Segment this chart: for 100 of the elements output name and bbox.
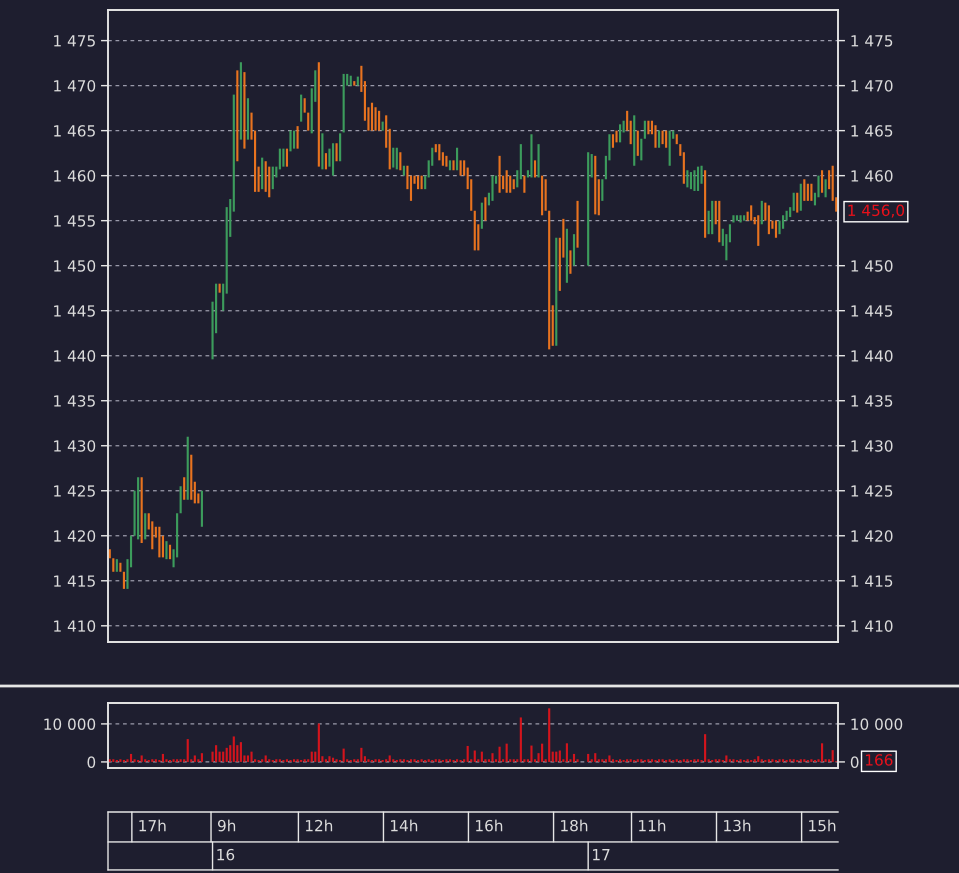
- text: 17: [593, 849, 610, 860]
- bar: [760, 759, 763, 762]
- bar: [226, 748, 228, 762]
- candlestick: [820, 170, 824, 193]
- x-tick-label: 17h: [139, 820, 166, 832]
- candlestick: [686, 170, 688, 188]
- candlestick: [541, 176, 544, 216]
- candlestick: [236, 70, 238, 162]
- bar: [392, 759, 394, 762]
- y2-tick-label: 1 415: [851, 575, 892, 587]
- y-tick-label: 1 455: [54, 215, 95, 227]
- x-tick-label: 15h: [809, 820, 836, 832]
- candlestick: [576, 200, 579, 248]
- candlestick: [534, 160, 536, 178]
- candlestick: [480, 202, 483, 229]
- bar: [360, 748, 362, 762]
- bar: [332, 758, 334, 762]
- candlestick: [286, 148, 288, 167]
- bar: [162, 754, 164, 762]
- candlestick: [200, 490, 203, 527]
- candlestick: [796, 192, 798, 213]
- candlestick: [180, 486, 182, 514]
- bar: [342, 748, 345, 762]
- candlestick: [824, 179, 827, 198]
- candlestick: [342, 74, 345, 132]
- candlestick: [448, 160, 452, 170]
- x-tick-label: 11h: [639, 820, 666, 832]
- candlestick: [810, 184, 812, 201]
- candlestick: [806, 184, 809, 201]
- y2-tick-label: 1 465: [851, 125, 892, 137]
- candlestick: [165, 541, 168, 560]
- y2-tick-label: 10 000: [851, 718, 902, 730]
- candlestick: [272, 166, 274, 190]
- bar: [636, 759, 639, 762]
- y-tick-label: 1 475: [54, 35, 95, 47]
- candlestick: [240, 62, 242, 140]
- bar: [232, 736, 235, 762]
- candlestick: [760, 200, 763, 224]
- candlestick: [336, 143, 338, 162]
- y-tick-label: 1 410: [54, 620, 96, 632]
- candlestick: [321, 133, 324, 170]
- bar: [718, 759, 720, 762]
- bar: [428, 759, 430, 762]
- candlestick: [350, 76, 352, 86]
- bar: [264, 755, 267, 762]
- candlestick: [282, 148, 284, 167]
- y-tick-label: 1 445: [54, 305, 95, 317]
- candlestick: [704, 170, 706, 238]
- candlestick: [243, 72, 246, 149]
- candlestick: [292, 130, 296, 149]
- candlestick: [339, 133, 342, 162]
- candlestick: [402, 166, 405, 176]
- candlestick: [137, 477, 140, 540]
- candlestick: [474, 210, 476, 250]
- candlestick: [676, 134, 678, 144]
- bar: [353, 759, 356, 762]
- y2-tick-label: 1 450: [851, 260, 893, 272]
- candlestick: [116, 559, 118, 572]
- bar: [704, 734, 706, 762]
- bar: [512, 759, 515, 762]
- y2-tick-label: 1 445: [851, 305, 892, 317]
- candlestick: [445, 156, 448, 167]
- candlestick: [307, 112, 310, 131]
- bar: [506, 744, 508, 762]
- bar: [498, 746, 501, 762]
- candlestick: [498, 156, 501, 193]
- candlestick: [190, 454, 192, 500]
- candlestick: [800, 184, 802, 211]
- x-tick-label: 13h: [724, 820, 750, 832]
- candlestick: [140, 477, 143, 543]
- candlestick: [690, 172, 692, 190]
- bar: [466, 746, 469, 762]
- y-tick-label: 1 420: [54, 530, 96, 542]
- candlestick: [456, 148, 458, 170]
- bar: [676, 759, 678, 762]
- candlestick: [158, 526, 160, 558]
- bar: [754, 759, 756, 762]
- candlestick: [732, 215, 735, 222]
- bar: [757, 756, 760, 762]
- bar: [240, 742, 242, 762]
- bar: [250, 752, 253, 762]
- x-tick-label: 18h: [561, 820, 588, 832]
- y2-tick-label: 1 440: [851, 350, 893, 362]
- y2-tick-label: 1 430: [851, 440, 893, 452]
- bar: [832, 750, 834, 762]
- candlestick: [644, 120, 646, 139]
- candlestick: [144, 513, 146, 540]
- bar: [630, 759, 632, 762]
- candlestick: [304, 98, 306, 113]
- candlestick: [803, 179, 806, 201]
- candlestick: [168, 544, 172, 560]
- bar: [541, 744, 544, 762]
- candlestick: [537, 144, 540, 178]
- bar: [792, 759, 795, 762]
- bar: [200, 753, 203, 762]
- candlestick: [460, 160, 462, 176]
- y-tick-label: 1 415: [54, 575, 95, 587]
- bar: [530, 746, 533, 762]
- y-tick-label: 0: [87, 756, 96, 768]
- x-tick-label: 14h: [391, 820, 418, 832]
